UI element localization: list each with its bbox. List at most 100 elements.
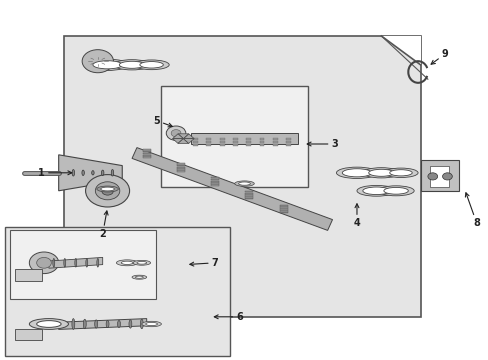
Text: 5: 5 [153,116,172,127]
Bar [279,212,287,213]
Circle shape [171,130,181,137]
Ellipse shape [87,59,128,71]
Bar [211,177,219,179]
Ellipse shape [111,170,113,176]
FancyBboxPatch shape [429,166,448,187]
Bar [245,193,253,194]
Bar [272,141,277,143]
Bar [232,144,237,146]
Ellipse shape [97,186,118,192]
Polygon shape [190,133,298,144]
Bar [272,144,277,146]
Ellipse shape [362,187,389,195]
Ellipse shape [93,61,122,69]
Ellipse shape [86,258,87,267]
Ellipse shape [362,168,399,178]
Ellipse shape [37,321,61,327]
Text: 1: 1 [38,168,72,178]
Bar [15,269,41,281]
Polygon shape [59,319,146,329]
Ellipse shape [133,260,150,265]
Circle shape [95,182,120,200]
Ellipse shape [95,320,98,328]
Polygon shape [178,139,188,143]
Circle shape [29,252,59,274]
Ellipse shape [135,276,143,278]
Bar [206,141,211,143]
Circle shape [37,257,51,268]
Polygon shape [183,139,194,143]
Bar [279,208,287,210]
Polygon shape [49,257,102,268]
Polygon shape [59,155,122,191]
Text: 6: 6 [214,312,243,322]
Ellipse shape [82,170,84,175]
FancyBboxPatch shape [5,227,229,356]
FancyBboxPatch shape [420,160,458,191]
Bar [259,144,264,146]
Bar [219,144,224,146]
Ellipse shape [342,169,371,177]
Bar [279,210,287,212]
Ellipse shape [234,181,254,186]
Bar [142,151,150,153]
Bar [232,141,237,143]
Bar [142,149,150,151]
FancyBboxPatch shape [63,36,420,317]
Bar [177,167,184,168]
Bar [15,329,41,340]
Ellipse shape [137,261,146,264]
Ellipse shape [72,170,75,176]
Bar [285,144,290,146]
Bar [246,144,251,146]
Bar [246,141,251,143]
Bar [142,157,150,158]
Bar [193,144,198,146]
Circle shape [85,175,129,207]
Polygon shape [183,134,194,139]
Ellipse shape [383,188,407,194]
Text: 8: 8 [465,193,479,228]
Polygon shape [172,134,183,139]
FancyBboxPatch shape [10,230,156,299]
Bar [232,138,237,140]
Ellipse shape [121,261,133,264]
Bar [193,141,198,143]
Bar [219,138,224,140]
Bar [206,144,211,146]
Ellipse shape [106,320,109,328]
Circle shape [442,173,451,180]
Text: 3: 3 [306,139,338,149]
Bar [259,141,264,143]
Ellipse shape [368,169,393,176]
Bar [245,196,253,198]
Ellipse shape [29,319,68,329]
Ellipse shape [356,185,395,196]
Ellipse shape [83,319,86,329]
Bar [245,198,253,199]
Ellipse shape [336,167,377,179]
Bar [177,165,184,166]
Ellipse shape [142,321,161,327]
Bar [142,155,150,156]
Bar [245,194,253,196]
Bar [142,153,150,154]
Bar [219,141,224,143]
Ellipse shape [116,260,138,266]
Ellipse shape [140,62,163,68]
Bar [211,179,219,180]
Circle shape [102,186,113,195]
Bar [211,184,219,186]
Ellipse shape [132,275,146,279]
Ellipse shape [140,319,143,329]
Ellipse shape [63,258,65,267]
Ellipse shape [389,170,411,176]
Ellipse shape [97,258,99,267]
Ellipse shape [145,323,157,325]
Ellipse shape [75,258,77,267]
Bar [272,138,277,140]
Circle shape [166,126,185,140]
Ellipse shape [101,187,114,191]
Ellipse shape [119,61,144,68]
Bar [177,170,184,172]
